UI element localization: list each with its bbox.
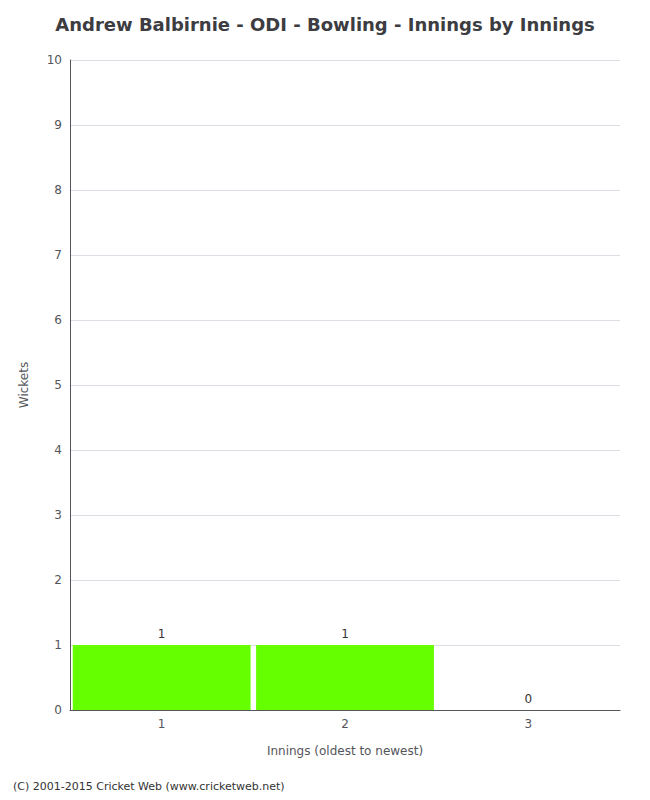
svg-text:7: 7 <box>54 248 62 262</box>
svg-text:5: 5 <box>54 378 62 392</box>
svg-text:2: 2 <box>54 573 62 587</box>
svg-text:10: 10 <box>47 53 62 67</box>
svg-text:(C) 2001-2015 Cricket Web (www: (C) 2001-2015 Cricket Web (www.cricketwe… <box>13 780 285 793</box>
svg-text:1: 1 <box>158 717 166 731</box>
svg-text:0: 0 <box>54 703 62 717</box>
svg-text:3: 3 <box>525 717 533 731</box>
svg-text:4: 4 <box>54 443 62 457</box>
svg-text:1: 1 <box>54 638 62 652</box>
svg-text:0: 0 <box>525 692 533 706</box>
svg-text:9: 9 <box>54 118 62 132</box>
svg-text:6: 6 <box>54 313 62 327</box>
svg-text:3: 3 <box>54 508 62 522</box>
svg-text:1: 1 <box>158 627 166 641</box>
svg-text:Innings (oldest to newest): Innings (oldest to newest) <box>267 744 423 758</box>
svg-text:1: 1 <box>341 627 349 641</box>
svg-text:Andrew Balbirnie - ODI - Bowli: Andrew Balbirnie - ODI - Bowling - Innin… <box>55 14 594 35</box>
svg-text:Wickets: Wickets <box>17 362 31 408</box>
svg-text:2: 2 <box>341 717 349 731</box>
svg-text:8: 8 <box>54 183 62 197</box>
